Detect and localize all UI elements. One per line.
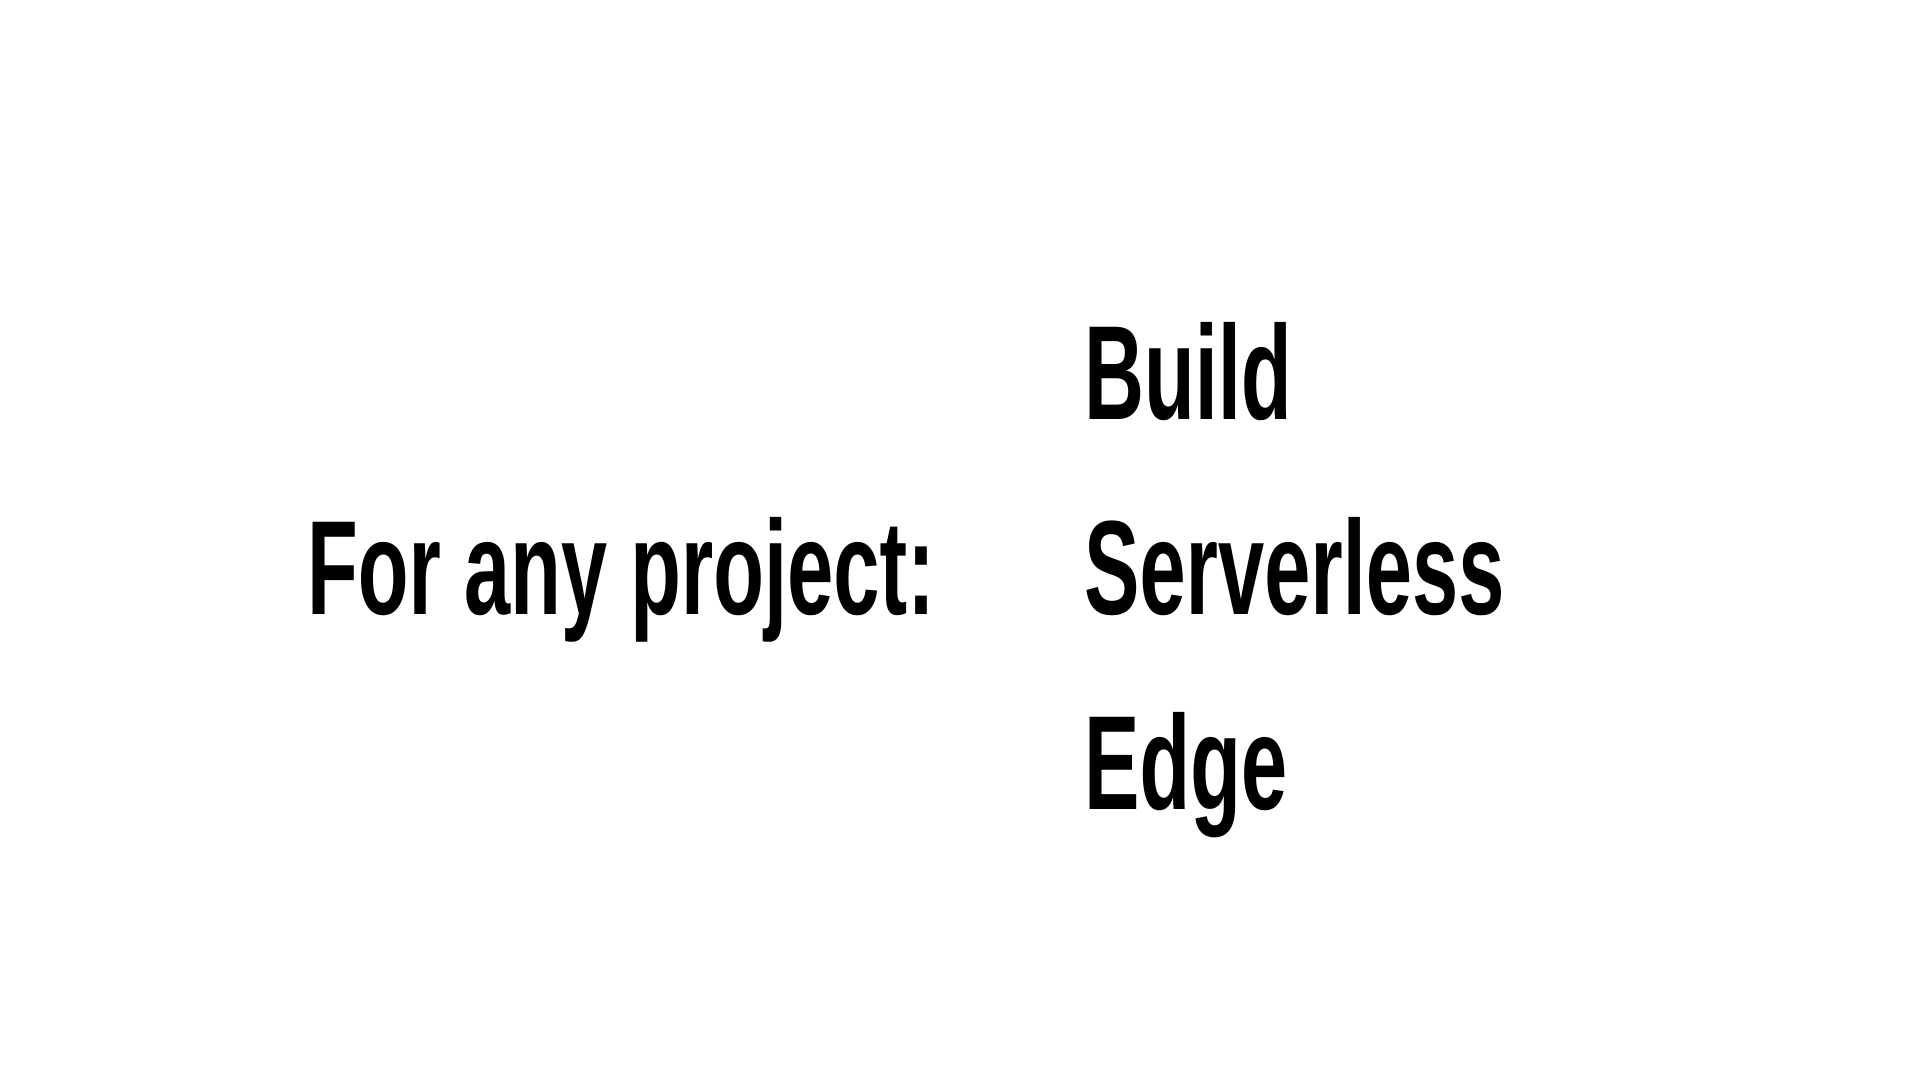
lead-text: For any project: (307, 494, 935, 643)
option-serverless: Serverless (1084, 494, 1505, 643)
option-build: Build (1084, 299, 1292, 448)
option-edge: Edge (1084, 689, 1288, 838)
